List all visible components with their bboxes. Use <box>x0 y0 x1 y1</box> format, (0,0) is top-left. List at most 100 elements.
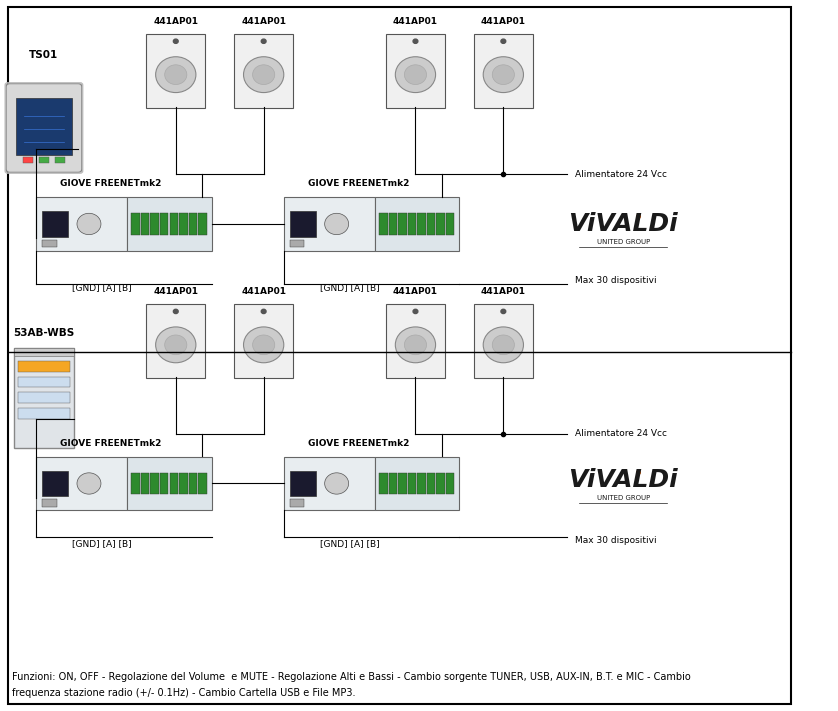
Text: GIOVE FREENETmk2: GIOVE FREENETmk2 <box>308 439 409 448</box>
Circle shape <box>244 57 284 92</box>
Text: 441AP01: 441AP01 <box>481 17 525 26</box>
Text: 441AP01: 441AP01 <box>393 17 438 26</box>
Text: 441AP01: 441AP01 <box>241 287 286 296</box>
Circle shape <box>324 473 349 494</box>
Bar <box>446 213 454 235</box>
Circle shape <box>252 65 275 85</box>
Bar <box>43 211 68 237</box>
Circle shape <box>501 39 506 43</box>
Text: GIOVE FREENETmk2: GIOVE FREENETmk2 <box>60 439 161 448</box>
Circle shape <box>484 327 524 363</box>
Bar <box>379 473 387 494</box>
Bar <box>14 348 74 356</box>
Text: [GND] [A] [B]: [GND] [A] [B] <box>72 540 132 548</box>
Bar <box>437 213 445 235</box>
Bar <box>198 473 207 494</box>
Text: GIOVE FREENETmk2: GIOVE FREENETmk2 <box>60 179 161 188</box>
Bar <box>17 98 71 155</box>
Bar <box>407 213 416 235</box>
Circle shape <box>77 213 101 235</box>
Bar <box>151 473 159 494</box>
FancyBboxPatch shape <box>234 304 293 378</box>
Circle shape <box>156 327 196 363</box>
Text: GIOVE FREENETmk2: GIOVE FREENETmk2 <box>308 179 409 188</box>
Bar <box>132 473 140 494</box>
Bar <box>389 213 397 235</box>
Circle shape <box>173 309 178 314</box>
Bar <box>179 473 188 494</box>
Text: 441AP01: 441AP01 <box>241 17 286 26</box>
Bar <box>151 213 159 235</box>
Bar <box>14 348 74 448</box>
Bar <box>18 392 70 403</box>
Bar <box>18 361 70 372</box>
Circle shape <box>405 335 427 355</box>
Circle shape <box>501 309 506 314</box>
FancyBboxPatch shape <box>6 84 82 173</box>
Circle shape <box>413 39 418 43</box>
Circle shape <box>261 309 266 314</box>
Text: Alimentatore 24 Vcc: Alimentatore 24 Vcc <box>575 429 667 438</box>
Bar <box>141 473 149 494</box>
Bar <box>398 473 406 494</box>
Text: UNITED GROUP: UNITED GROUP <box>597 239 649 245</box>
Bar <box>427 473 435 494</box>
Text: ViVALDi: ViVALDi <box>568 212 678 236</box>
Bar <box>55 158 65 164</box>
Text: 441AP01: 441AP01 <box>393 287 438 296</box>
FancyBboxPatch shape <box>473 34 533 108</box>
Circle shape <box>396 327 436 363</box>
Text: 441AP01: 441AP01 <box>153 17 199 26</box>
Bar <box>179 213 188 235</box>
Circle shape <box>492 65 515 85</box>
Bar <box>132 213 140 235</box>
Text: Funzioni: ON, OFF - Regolazione del Volume  e MUTE - Regolazione Alti e Bassi - : Funzioni: ON, OFF - Regolazione del Volu… <box>12 672 691 682</box>
Bar <box>398 213 406 235</box>
FancyBboxPatch shape <box>385 34 445 108</box>
Circle shape <box>165 65 187 85</box>
FancyBboxPatch shape <box>234 34 293 108</box>
Bar <box>189 473 197 494</box>
Bar <box>23 158 33 164</box>
Bar <box>141 213 149 235</box>
Bar <box>18 408 70 419</box>
Text: ViVALDi: ViVALDi <box>568 468 678 492</box>
Circle shape <box>156 57 196 92</box>
Bar <box>437 473 445 494</box>
Circle shape <box>396 57 436 92</box>
Bar <box>189 213 197 235</box>
Bar <box>169 473 178 494</box>
Text: frequenza stazione radio (+/- 0.1Hz) - Cambio Cartella USB e File MP3.: frequenza stazione radio (+/- 0.1Hz) - C… <box>12 688 355 698</box>
Bar <box>283 456 375 510</box>
Bar <box>169 213 178 235</box>
Circle shape <box>252 335 275 355</box>
Bar <box>39 158 49 164</box>
Bar <box>375 197 459 250</box>
Bar <box>43 240 57 247</box>
Circle shape <box>244 327 284 363</box>
Bar <box>198 213 207 235</box>
Bar <box>160 473 168 494</box>
Text: [GND] [A] [B]: [GND] [A] [B] <box>319 284 380 292</box>
Bar <box>407 473 416 494</box>
FancyBboxPatch shape <box>146 34 205 108</box>
Text: 53AB-WBS: 53AB-WBS <box>13 328 75 338</box>
Bar <box>290 499 304 506</box>
Text: [GND] [A] [B]: [GND] [A] [B] <box>72 284 132 292</box>
Text: TS01: TS01 <box>29 50 59 60</box>
Text: UNITED GROUP: UNITED GROUP <box>597 495 649 501</box>
Circle shape <box>77 473 101 494</box>
Bar <box>43 499 57 506</box>
Bar <box>160 213 168 235</box>
Text: Max 30 dispositivi: Max 30 dispositivi <box>575 536 657 545</box>
Bar <box>127 456 212 510</box>
Bar <box>290 240 304 247</box>
Bar <box>417 473 426 494</box>
Circle shape <box>324 213 349 235</box>
Bar <box>283 197 375 250</box>
Text: Alimentatore 24 Vcc: Alimentatore 24 Vcc <box>575 170 667 178</box>
Bar <box>18 377 70 387</box>
Text: Max 30 dispositivi: Max 30 dispositivi <box>575 277 657 285</box>
Bar <box>36 456 127 510</box>
Bar <box>43 471 68 496</box>
